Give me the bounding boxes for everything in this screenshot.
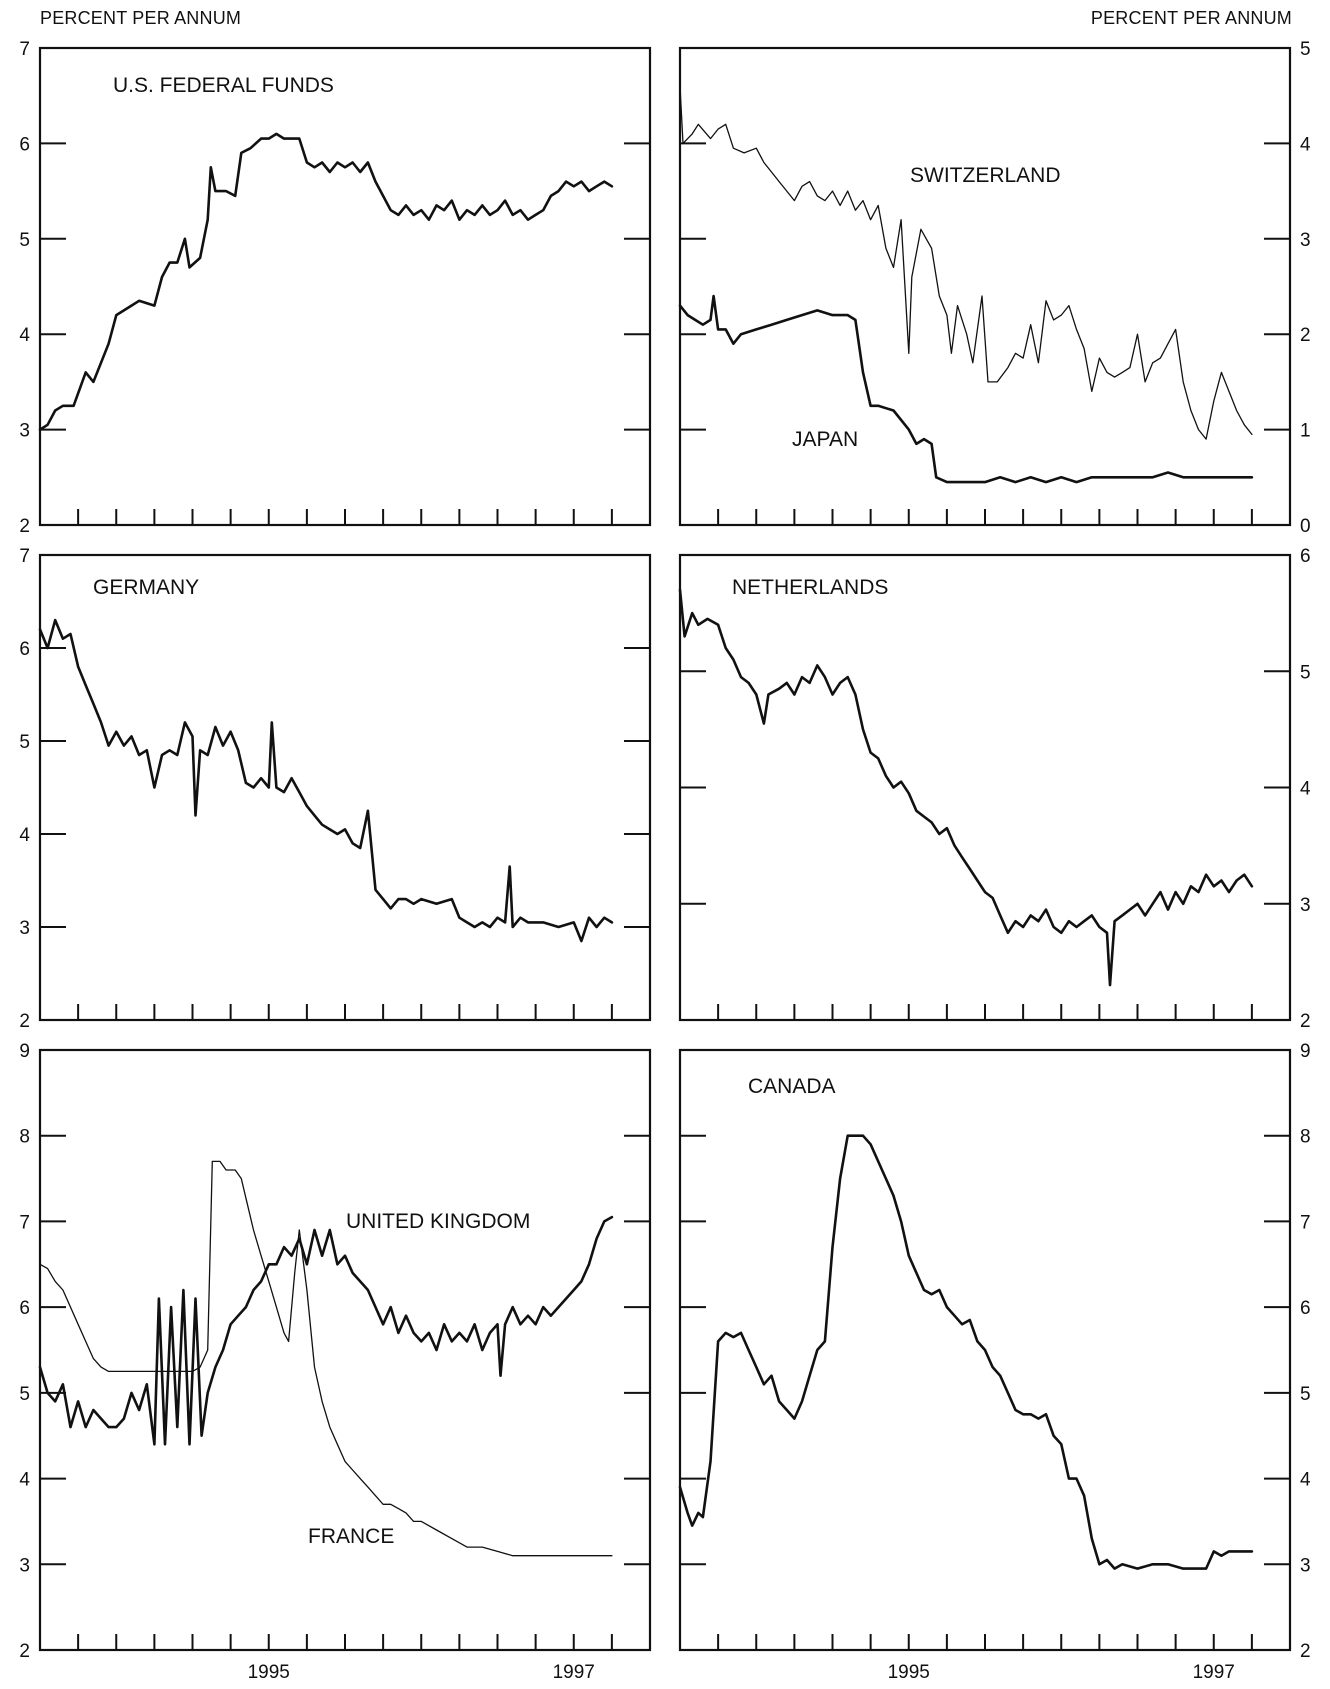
series-line-canada xyxy=(678,1134,1254,1570)
y-tick-label: 4 xyxy=(19,825,30,846)
y-tick-label: 4 xyxy=(1300,779,1311,800)
y-tick-label: 3 xyxy=(19,421,30,442)
series-line-japan xyxy=(678,294,1254,484)
y-tick-label: 4 xyxy=(19,325,30,346)
y-tick-label: 4 xyxy=(1300,134,1311,155)
y-tick-label: 8 xyxy=(1300,1127,1311,1148)
chart-panel-1: 0 1 2 3 4 5 SWITZERLAND JAPAN xyxy=(678,39,1311,537)
y-tick-label: 3 xyxy=(1300,895,1311,916)
series-label: FRANCE xyxy=(308,1525,394,1548)
series-line-united-kingdom xyxy=(38,1215,614,1446)
y-tick-label: 6 xyxy=(1300,1298,1311,1319)
plot-frame xyxy=(678,553,1292,1022)
y-tick-label: 2 xyxy=(1300,1011,1311,1032)
y-tick-label: 7 xyxy=(1300,1212,1311,1233)
y-tick-label: 2 xyxy=(1300,325,1311,346)
series-line-switzerland xyxy=(679,85,1253,440)
series-label: UNITED KINGDOM xyxy=(346,1210,530,1233)
y-tick-label: 6 xyxy=(19,639,30,660)
y-tick-label: 6 xyxy=(1300,546,1311,567)
series-label: U.S. FEDERAL FUNDS xyxy=(113,74,334,97)
plot-frame xyxy=(678,46,1292,527)
series-label: CANADA xyxy=(748,1075,836,1098)
y-tick-label: 6 xyxy=(19,134,30,155)
series-label: GERMANY xyxy=(93,576,199,599)
y-tick-label: 3 xyxy=(1300,230,1311,251)
series-label: SWITZERLAND xyxy=(910,164,1061,187)
y-tick-label: 3 xyxy=(19,1555,30,1576)
y-tick-label: 8 xyxy=(19,1127,30,1148)
y-tick-label: 0 xyxy=(1300,516,1311,537)
y-tick-label: 1 xyxy=(1300,421,1311,442)
y-tick-label: 5 xyxy=(19,230,30,251)
chart-panel-2: 2 3 4 5 6 7 GERMANY xyxy=(19,546,652,1032)
plot-frame xyxy=(38,1048,652,1652)
x-tick-label: 1995 xyxy=(888,1662,930,1683)
y-tick-label: 5 xyxy=(1300,1384,1311,1405)
chart-panel-5: 2 3 4 5 6 7 8 9 1995 1997 CANADA xyxy=(678,1041,1311,1683)
plot-frame xyxy=(38,553,652,1022)
chart-panel-3: 2 3 4 5 6 NETHERLANDS xyxy=(678,546,1311,1032)
y-tick-label: 7 xyxy=(19,39,30,60)
series-label: JAPAN xyxy=(792,428,858,451)
y-tick-label: 2 xyxy=(19,1641,30,1662)
y-tick-label: 3 xyxy=(19,918,30,939)
y-tick-label: 2 xyxy=(1300,1641,1311,1662)
x-tick-label: 1997 xyxy=(553,1662,595,1683)
y-tick-label: 2 xyxy=(19,1011,30,1032)
right-axis-unit-label: PERCENT PER ANNUM xyxy=(1090,8,1292,28)
y-tick-label: 4 xyxy=(1300,1470,1311,1491)
y-tick-label: 2 xyxy=(19,516,30,537)
y-tick-label: 4 xyxy=(19,1470,30,1491)
y-tick-label: 6 xyxy=(19,1298,30,1319)
x-tick-label: 1997 xyxy=(1193,1662,1235,1683)
series-line-u-s-federal-funds xyxy=(38,132,614,431)
y-tick-label: 9 xyxy=(1300,1041,1311,1062)
y-tick-label: 5 xyxy=(19,732,30,753)
left-axis-unit-label: PERCENT PER ANNUM xyxy=(40,8,242,28)
chart-panel-0: 2 3 4 5 6 7 U.S. FEDERAL FUNDS xyxy=(19,39,652,537)
y-tick-label: 7 xyxy=(19,1212,30,1233)
y-tick-label: 5 xyxy=(1300,662,1311,683)
series-line-germany xyxy=(38,618,614,943)
y-tick-label: 5 xyxy=(1300,39,1311,60)
x-tick-label: 1995 xyxy=(248,1662,290,1683)
y-tick-label: 5 xyxy=(19,1384,30,1405)
series-label: NETHERLANDS xyxy=(732,576,888,599)
series-line-netherlands xyxy=(678,588,1254,987)
plot-frame xyxy=(38,46,652,527)
chart-panel-4: 2 3 4 5 6 7 8 9 1995 1997 UNITED KINGDOM FRANCE xyxy=(19,1041,652,1683)
y-tick-label: 7 xyxy=(19,546,30,567)
y-tick-label: 9 xyxy=(19,1041,30,1062)
y-tick-label: 3 xyxy=(1300,1555,1311,1576)
series-line-france xyxy=(39,1160,613,1557)
